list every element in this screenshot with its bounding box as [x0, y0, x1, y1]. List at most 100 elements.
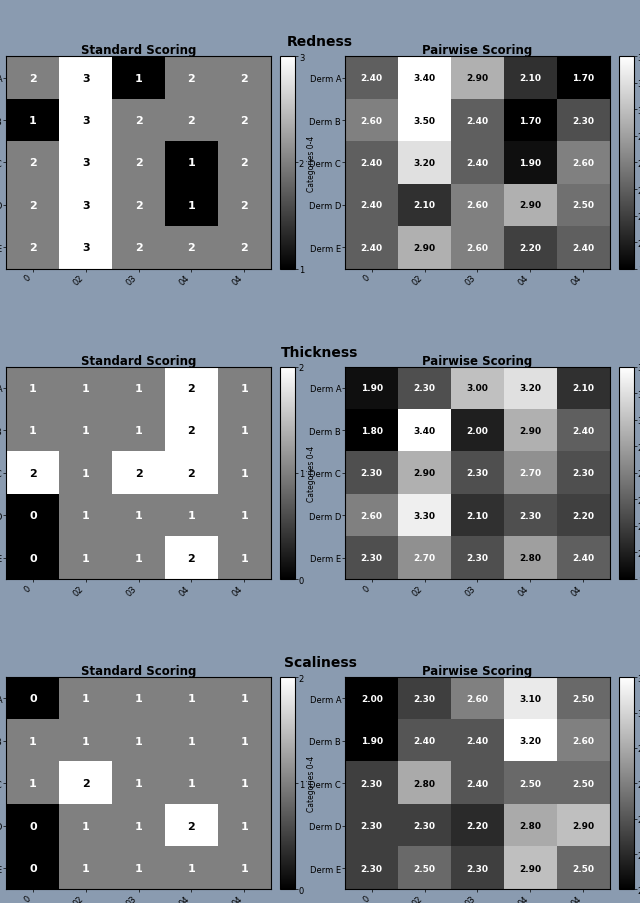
Text: 1: 1: [241, 426, 248, 436]
Text: 3: 3: [82, 158, 90, 168]
Text: 2.60: 2.60: [361, 116, 383, 126]
Text: 2.30: 2.30: [413, 384, 436, 393]
Text: 2: 2: [188, 384, 195, 394]
Text: 2.90: 2.90: [572, 822, 595, 831]
Text: 1: 1: [188, 511, 195, 521]
Text: 2.30: 2.30: [467, 864, 488, 872]
Text: Thickness: Thickness: [282, 346, 358, 359]
Title: Standard Scoring: Standard Scoring: [81, 354, 196, 368]
Text: 2.60: 2.60: [467, 694, 488, 703]
Text: 2.30: 2.30: [413, 694, 436, 703]
Text: 1.90: 1.90: [519, 159, 541, 168]
Text: 1: 1: [134, 736, 143, 746]
Text: 2: 2: [29, 158, 36, 168]
Text: 3.00: 3.00: [467, 384, 488, 393]
Text: 2.30: 2.30: [519, 511, 541, 520]
Text: 1: 1: [188, 778, 195, 788]
Text: 2: 2: [241, 200, 248, 210]
Text: 2.20: 2.20: [519, 244, 541, 253]
Text: 2.40: 2.40: [361, 74, 383, 83]
Text: 3: 3: [82, 243, 90, 253]
Text: 2.10: 2.10: [572, 384, 594, 393]
Text: 1: 1: [29, 778, 36, 788]
Text: 2.40: 2.40: [467, 779, 488, 788]
Y-axis label: Categories 0-4: Categories 0-4: [307, 755, 316, 812]
Text: 2.40: 2.40: [413, 737, 436, 746]
Text: 2.30: 2.30: [361, 554, 383, 563]
Text: 2.60: 2.60: [467, 201, 488, 210]
Text: 1: 1: [82, 384, 90, 394]
Text: 2.80: 2.80: [519, 822, 541, 831]
Text: 2.60: 2.60: [572, 159, 594, 168]
Text: 1: 1: [82, 554, 90, 563]
Text: 2: 2: [188, 554, 195, 563]
Text: 2.30: 2.30: [413, 822, 436, 831]
Text: 1.70: 1.70: [572, 74, 595, 83]
Text: Redness: Redness: [287, 35, 353, 50]
Text: 2: 2: [134, 116, 143, 126]
Text: 2.80: 2.80: [413, 779, 436, 788]
Text: 1: 1: [241, 469, 248, 479]
Title: Pairwise Scoring: Pairwise Scoring: [422, 665, 532, 677]
Text: 2: 2: [241, 158, 248, 168]
Title: Standard Scoring: Standard Scoring: [81, 44, 196, 57]
Text: 1: 1: [188, 736, 195, 746]
Text: 2.80: 2.80: [519, 554, 541, 563]
Text: 1: 1: [82, 694, 90, 703]
Text: 2.30: 2.30: [467, 469, 488, 478]
Title: Pairwise Scoring: Pairwise Scoring: [422, 354, 532, 368]
Text: 2: 2: [134, 200, 143, 210]
Text: 2.90: 2.90: [413, 244, 436, 253]
Text: 2.30: 2.30: [361, 822, 383, 831]
Text: Scaliness: Scaliness: [284, 656, 356, 669]
Text: 2.40: 2.40: [467, 159, 488, 168]
Text: 3.40: 3.40: [413, 74, 436, 83]
Text: 1.90: 1.90: [361, 384, 383, 393]
Text: 1: 1: [29, 736, 36, 746]
Text: 2.30: 2.30: [572, 469, 594, 478]
Text: 2: 2: [241, 116, 248, 126]
Text: 1.90: 1.90: [361, 737, 383, 746]
Text: 2.50: 2.50: [572, 864, 594, 872]
Text: 2.40: 2.40: [572, 244, 595, 253]
Text: 2: 2: [29, 200, 36, 210]
Text: 3.30: 3.30: [413, 511, 436, 520]
Text: 2: 2: [188, 821, 195, 831]
Text: 2: 2: [29, 243, 36, 253]
Text: 1: 1: [134, 73, 143, 83]
Text: 1.70: 1.70: [519, 116, 541, 126]
Text: 1: 1: [241, 511, 248, 521]
Text: 2.50: 2.50: [572, 201, 594, 210]
Text: 1.80: 1.80: [361, 426, 383, 435]
Text: 2: 2: [188, 426, 195, 436]
Text: 2.40: 2.40: [572, 554, 595, 563]
Text: 1: 1: [241, 554, 248, 563]
Text: 1: 1: [241, 384, 248, 394]
Y-axis label: Categories 0-4: Categories 0-4: [307, 445, 316, 501]
Text: 2: 2: [82, 778, 90, 788]
Text: 2.30: 2.30: [572, 116, 594, 126]
Text: 2.90: 2.90: [467, 74, 488, 83]
Text: 2.90: 2.90: [413, 469, 436, 478]
Text: 2.60: 2.60: [467, 244, 488, 253]
Text: 3: 3: [82, 116, 90, 126]
Text: 2.90: 2.90: [519, 864, 541, 872]
Text: 3.20: 3.20: [519, 384, 541, 393]
Text: 2.30: 2.30: [361, 864, 383, 872]
Text: 0: 0: [29, 863, 36, 873]
Text: 1: 1: [82, 511, 90, 521]
Text: 2.10: 2.10: [467, 511, 488, 520]
Text: 2.70: 2.70: [413, 554, 436, 563]
Text: 2.90: 2.90: [519, 426, 541, 435]
Text: 2.60: 2.60: [361, 511, 383, 520]
Text: 2: 2: [134, 243, 143, 253]
Text: 2.40: 2.40: [361, 201, 383, 210]
Text: 3.50: 3.50: [413, 116, 436, 126]
Text: 2.90: 2.90: [519, 201, 541, 210]
Text: 1: 1: [82, 863, 90, 873]
Text: 2.60: 2.60: [572, 737, 594, 746]
Text: 1: 1: [29, 384, 36, 394]
Text: 2.50: 2.50: [413, 864, 436, 872]
Text: 1: 1: [134, 778, 143, 788]
Text: 2: 2: [134, 469, 143, 479]
